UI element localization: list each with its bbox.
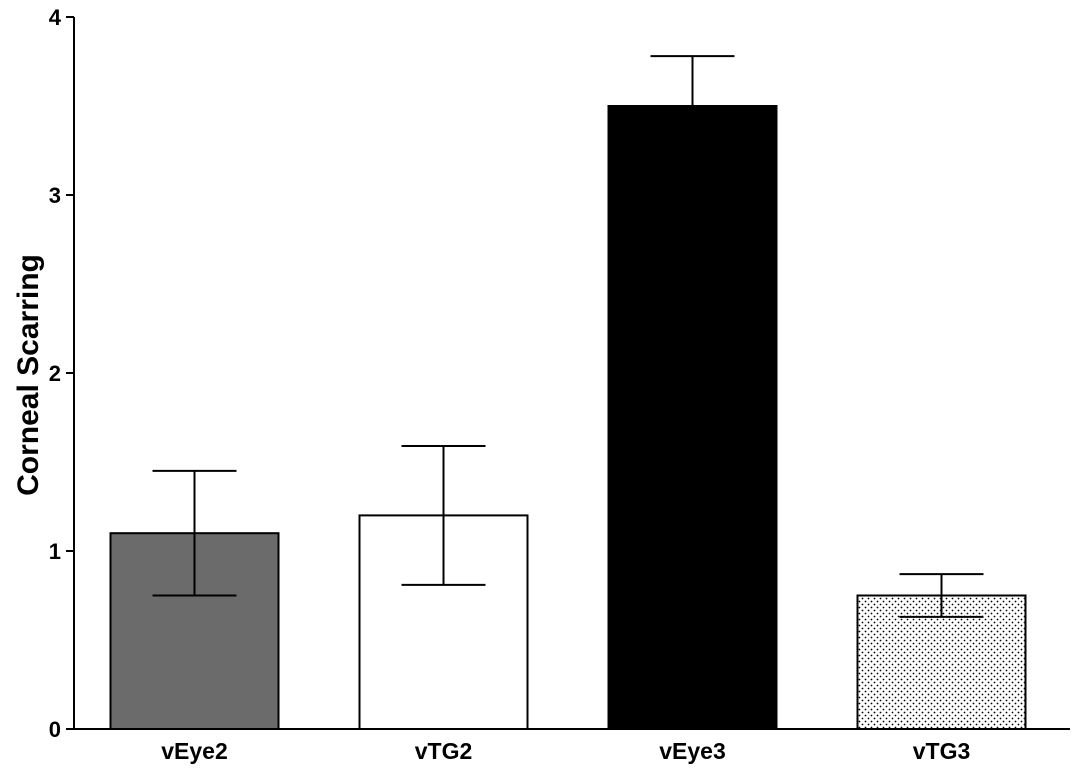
y-axis-title: Corneal Scarring xyxy=(12,254,45,496)
y-tick-label: 3 xyxy=(49,183,61,208)
x-tick-label: vEye3 xyxy=(659,738,726,764)
y-tick-label: 4 xyxy=(49,5,62,30)
x-tick-label: vTG3 xyxy=(913,738,971,764)
y-tick-label: 1 xyxy=(49,539,61,564)
x-tick-labels: vEye2 vTG2 vEye3 vTG3 xyxy=(161,738,970,764)
x-tick-label: vEye2 xyxy=(161,738,228,764)
x-tick-label: vTG2 xyxy=(415,738,473,764)
bar-vEye3 xyxy=(607,105,778,730)
y-tick-label: 2 xyxy=(49,361,61,386)
bars-layer xyxy=(109,105,1027,731)
error-bars-layer xyxy=(152,55,984,618)
y-tick-label: 0 xyxy=(49,717,61,742)
y-ticks: 0 1 2 3 4 xyxy=(49,5,74,742)
